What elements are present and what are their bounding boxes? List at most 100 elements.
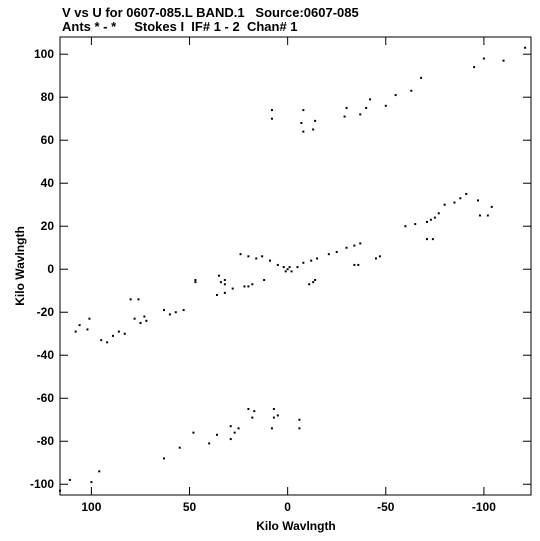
uv-points [59, 46, 527, 492]
uv-point [163, 309, 166, 312]
y-tick-label: 40 [41, 176, 55, 190]
uv-point [353, 244, 356, 247]
uv-point [216, 294, 218, 297]
uv-point [431, 238, 434, 241]
uv-point [231, 287, 234, 290]
uv-point [133, 317, 136, 320]
uv-point [129, 298, 132, 301]
chart-subtitle: Ants * - * Stokes I IF# 1 - 2 Chan# 1 [62, 19, 298, 34]
uv-point [276, 414, 279, 417]
y-tick-label: 80 [41, 90, 55, 104]
y-tick-label: 60 [41, 133, 55, 147]
uv-point [168, 313, 171, 316]
uv-point [459, 197, 462, 200]
uv-point [272, 416, 275, 419]
y-tick-label: -20 [37, 305, 55, 319]
uv-point [194, 278, 197, 281]
uv-point [394, 94, 397, 97]
uv-point [239, 253, 242, 256]
uv-point [327, 253, 330, 256]
uv-point [163, 457, 166, 460]
uv-point [223, 278, 226, 281]
x-tick-label: 0 [284, 500, 291, 514]
uv-point [486, 214, 489, 217]
uv-point [247, 407, 250, 410]
uv-point [312, 281, 315, 284]
uv-point [420, 76, 423, 79]
uv-point [345, 246, 348, 249]
y-tick-label: -40 [37, 348, 55, 362]
uv-point [359, 242, 362, 245]
x-tick-label: -100 [472, 500, 496, 514]
uv-point [414, 223, 417, 226]
uv-point [478, 214, 481, 217]
uv-point [308, 283, 311, 286]
uv-point [343, 115, 346, 118]
uv-point [374, 257, 377, 260]
uv-point [253, 410, 256, 413]
uv-point [272, 407, 275, 410]
uv-point [314, 278, 317, 281]
uv-point [270, 109, 273, 112]
uv-point [316, 257, 319, 260]
uv-point [345, 106, 348, 109]
uv-point [86, 328, 89, 331]
y-tick-label: 20 [41, 219, 55, 233]
uv-point [378, 255, 381, 258]
uv-point [290, 270, 293, 273]
uv-point [296, 266, 299, 269]
uv-point [425, 220, 428, 223]
uv-point [106, 341, 109, 344]
uv-point [78, 324, 81, 327]
uv-point [369, 98, 372, 101]
uv-point [194, 281, 197, 284]
uv-point [68, 478, 71, 481]
uv-point [216, 433, 218, 436]
uv-point [425, 238, 428, 241]
uv-point [229, 425, 232, 428]
uv-point [310, 259, 313, 262]
uv-point [302, 261, 305, 264]
uv-point [298, 427, 301, 430]
uv-point [233, 431, 236, 434]
uv-point [288, 266, 291, 269]
uv-point [473, 66, 476, 69]
uv-point [276, 263, 279, 266]
y-tick-label: -80 [37, 434, 55, 448]
uv-point [335, 251, 338, 254]
x-axis-title: Kilo Wavlngth [256, 519, 336, 533]
x-tick-label: 100 [81, 500, 101, 514]
uv-point [137, 298, 140, 301]
uv-point [182, 309, 185, 312]
uv-point [243, 285, 246, 288]
uv-point [139, 321, 142, 324]
y-axis-title: Kilo Wavlngth [13, 226, 27, 306]
uv-point [365, 106, 368, 109]
uv-point [270, 427, 273, 430]
uv-point [302, 109, 305, 112]
uv-point [384, 104, 387, 107]
uv-point [353, 263, 356, 266]
uv-point [229, 438, 232, 441]
uv-point [524, 46, 527, 49]
y-tick-label: 100 [34, 47, 54, 61]
uv-point [298, 418, 301, 421]
uv-point [192, 431, 195, 434]
uv-point [237, 427, 240, 430]
uv-point [477, 199, 480, 202]
uv-point [314, 119, 317, 122]
uv-point [251, 416, 254, 419]
uv-point [502, 59, 505, 62]
uv-point [300, 122, 303, 125]
uv-point [490, 205, 493, 208]
uv-point [217, 274, 220, 277]
uv-point [74, 330, 77, 333]
uv-point [59, 489, 61, 492]
uv-point [123, 332, 126, 335]
uv-point [359, 113, 362, 116]
chart-title: V vs U for 0607-085.L BAND.1 Source:0607… [62, 5, 359, 20]
uv-point [247, 255, 250, 258]
y-tick-label: -100 [30, 477, 54, 491]
uv-point [312, 128, 315, 131]
